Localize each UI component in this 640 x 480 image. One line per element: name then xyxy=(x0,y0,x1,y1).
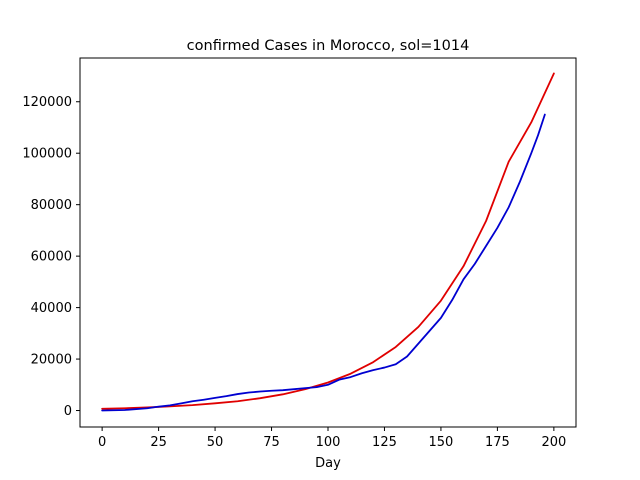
chart-title: confirmed Cases in Morocco, sol=1014 xyxy=(187,38,470,54)
x-tick-label: 50 xyxy=(207,435,224,450)
x-tick-label: 150 xyxy=(429,435,454,450)
x-tick-label: 100 xyxy=(316,435,341,450)
series-line-red xyxy=(101,72,555,410)
x-tick-label: 200 xyxy=(541,435,566,450)
x-tick-label: 125 xyxy=(372,435,397,450)
y-tick-label: 120000 xyxy=(22,95,72,110)
axes-frame xyxy=(79,57,577,428)
x-tick-label: 0 xyxy=(98,435,106,450)
y-tick-label: 40000 xyxy=(31,301,72,316)
x-tick-label: 175 xyxy=(485,435,510,450)
y-tick-label: 0 xyxy=(64,404,72,419)
y-tick-label: 60000 xyxy=(31,250,72,265)
x-tick-label: 25 xyxy=(150,435,167,450)
plot-area: 0 25 50 75 100 125 150 175 200 0 20000 40000 60000 80… xyxy=(22,72,566,450)
series-line-blue xyxy=(101,113,546,412)
x-tick-label: 75 xyxy=(263,435,280,450)
y-tick-label: 80000 xyxy=(31,198,72,213)
y-tick-label: 20000 xyxy=(31,353,72,368)
y-tick-label: 100000 xyxy=(22,147,72,162)
x-axis-label: Day xyxy=(315,456,341,471)
